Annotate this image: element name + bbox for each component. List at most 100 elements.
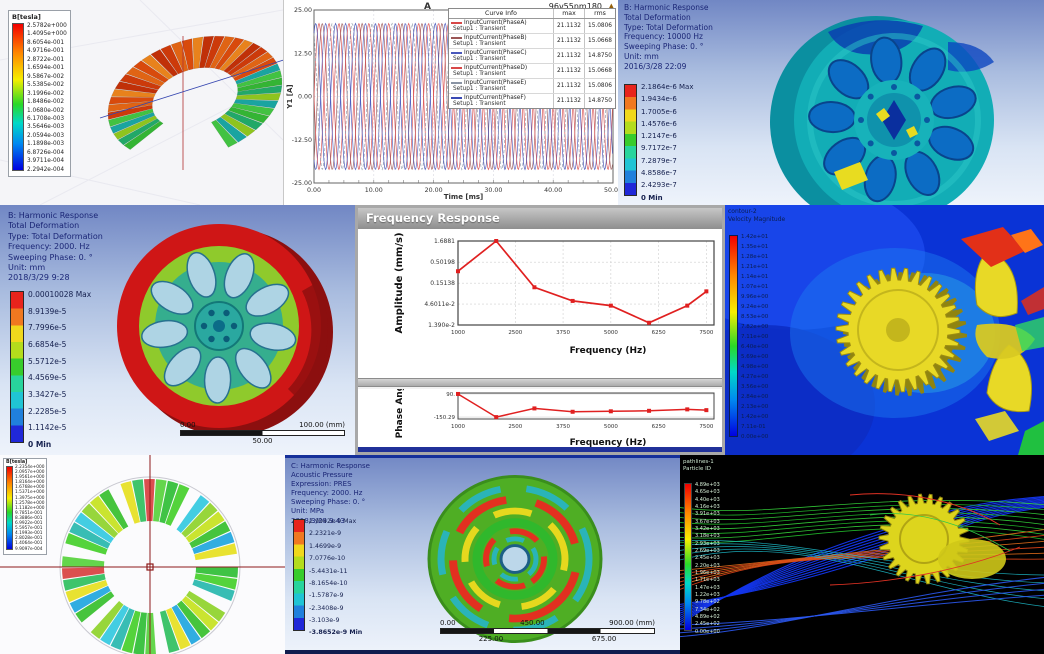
curve-max: 21.1132 bbox=[553, 49, 584, 63]
curve-name: InputCurrent(PhaseD) bbox=[464, 65, 528, 71]
svg-text:0.50198: 0.50198 bbox=[430, 259, 455, 266]
flux-density-legend: B[tesla] 2.5782e+000 1.4095e+000 8.6054e-0… bbox=[8, 10, 71, 177]
svg-text:Phase Angle: Phase Angle bbox=[395, 389, 405, 438]
curve-setup: Setup1 : Transient bbox=[453, 26, 506, 32]
colorbar-bands bbox=[293, 519, 305, 631]
header-rms: rms bbox=[584, 9, 615, 18]
curve-swatch bbox=[451, 82, 462, 84]
curve-swatch bbox=[451, 67, 462, 69]
curve-rms: 15.0806 bbox=[584, 19, 615, 33]
scale-q3: 675.00 bbox=[591, 635, 617, 643]
svg-text:12.50: 12.50 bbox=[294, 50, 312, 57]
panel-current-waveform-plot: 25.00 12.50 0.00 -12.50 -25.00 0.00 10.00 20.00… bbox=[283, 0, 618, 205]
colorbar-bands bbox=[10, 291, 24, 443]
particle-id-colorbar: 4.89e+03 4.65e+03 4.40e+03 4.16e+03 3.91e+03… bbox=[684, 482, 720, 635]
curve-max: 21.1132 bbox=[553, 34, 584, 48]
analysis-info-block: C: Harmonic Response Acoustic Pressure Exp… bbox=[291, 462, 370, 525]
colorbar-labels: 2.1864e-6 Max 1.9434e-6 1.7005e-6 1.4576e-6… bbox=[641, 83, 694, 202]
svg-text:-12.50: -12.50 bbox=[292, 137, 312, 144]
deformation-colorbar: 0.00010028 Max 8.9139e-5 7.7996e-5 6.6854e-… bbox=[10, 291, 91, 449]
pathlines-legend-title: pathlines-1 Particle ID bbox=[683, 459, 714, 472]
scale-bar bbox=[180, 430, 345, 436]
svg-text:0.15138: 0.15138 bbox=[430, 280, 455, 287]
curve-setup: Setup1 : Transient bbox=[453, 86, 506, 92]
svg-text:10.00: 10.00 bbox=[365, 187, 383, 194]
legend-title: B[tesla] bbox=[12, 13, 41, 21]
svg-text:1000: 1000 bbox=[451, 330, 465, 336]
svg-text:3750: 3750 bbox=[556, 424, 570, 430]
curve-setup: Setup1 : Transient bbox=[453, 56, 506, 62]
colorbar-labels: 0.00010028 Max 8.9139e-5 7.7996e-5 6.6854e-… bbox=[28, 290, 92, 450]
velocity-contour-graphic bbox=[725, 205, 1044, 455]
curve-swatch bbox=[451, 22, 462, 24]
curve-name: InputCurrent(PhaseE) bbox=[464, 80, 527, 86]
panel-acoustic-pressure: C: Harmonic Response Acoustic Pressure Exp… bbox=[285, 455, 680, 654]
curve-max: 21.1132 bbox=[553, 64, 584, 78]
window-bottom-edge bbox=[285, 650, 680, 654]
curve-max: 21.1132 bbox=[553, 19, 584, 33]
flux-density-legend: B[tesla] 2.2354e+000 2.0957e+000 1.9561e+0… bbox=[3, 458, 48, 555]
svg-text:Y1 [A]: Y1 [A] bbox=[286, 84, 294, 109]
svg-text:5000: 5000 bbox=[604, 424, 618, 430]
curve-info-rows: InputCurrent(PhaseA) Setup1 : Transient … bbox=[449, 19, 615, 108]
colorbar-bands bbox=[729, 235, 738, 437]
phase-angle-chart: 90. -150.29 1000 2500 3750 5000 6250 7500 Phase … bbox=[358, 389, 722, 452]
svg-text:50.00: 50.00 bbox=[604, 187, 618, 194]
svg-text:7500: 7500 bbox=[699, 330, 713, 336]
header-max: max bbox=[553, 9, 584, 18]
scale-q1: 225.00 bbox=[478, 635, 504, 643]
frequency-response-window: Frequency Response 1.6881 0.50198 0.15138 4… bbox=[355, 205, 725, 455]
header-curve-info: Curve Info bbox=[485, 10, 517, 17]
svg-text:6250: 6250 bbox=[652, 330, 666, 336]
curve-swatch bbox=[451, 97, 462, 99]
svg-text:2500: 2500 bbox=[508, 424, 522, 430]
colorbar-labels: 4.89e+03 4.65e+03 4.40e+03 4.16e+03 3.91e+03… bbox=[695, 482, 720, 635]
curve-setup: Setup1 : Transient bbox=[453, 41, 506, 47]
analysis-info-block: B: Harmonic Response Total Deformation Typ… bbox=[8, 211, 103, 283]
toroid-flux-model-graphic bbox=[0, 0, 283, 205]
svg-text:0.00: 0.00 bbox=[298, 94, 312, 101]
panel-maxwell-rotor-flux: B[tesla] 2.2354e+000 2.0957e+000 1.9561e+0… bbox=[0, 455, 285, 654]
panel-particle-pathlines: pathlines-1 Particle ID 4.89e+03 4.65e+03 4… bbox=[680, 455, 1044, 654]
scale-start: 0.00 bbox=[180, 421, 196, 429]
svg-text:4.6011e-2: 4.6011e-2 bbox=[424, 301, 455, 308]
svg-text:40.00: 40.00 bbox=[544, 187, 562, 194]
scale-mid: 50.00 bbox=[252, 437, 273, 445]
curve-max: 21.1132 bbox=[553, 94, 584, 108]
svg-text:90.: 90. bbox=[446, 392, 455, 398]
window-top-edge bbox=[285, 455, 680, 458]
curve-name: InputCurrent(PhaseC) bbox=[464, 50, 527, 56]
svg-text:Amplitude (mm/s): Amplitude (mm/s) bbox=[394, 232, 405, 333]
curve-rms: 15.0668 bbox=[584, 34, 615, 48]
curve-info-row: InputCurrent(PhaseE) Setup1 : Transient … bbox=[449, 79, 615, 94]
svg-text:2500: 2500 bbox=[508, 330, 522, 336]
curve-max: 21.1132 bbox=[553, 79, 584, 93]
curve-info-row: InputCurrent(PhaseA) Setup1 : Transient … bbox=[449, 19, 615, 34]
deformation-colorbar: 2.1864e-6 Max 1.9434e-6 1.7005e-6 1.4576e-6… bbox=[624, 83, 694, 202]
window-splitter[interactable] bbox=[358, 378, 722, 387]
curve-info-row: InputCurrent(PhaseD) Setup1 : Transient … bbox=[449, 64, 615, 79]
curve-info-table: Curve Info max rms InputCurrent(PhaseA) … bbox=[448, 8, 616, 109]
curve-name: InputCurrent(PhaseB) bbox=[464, 35, 527, 41]
curve-name: InputCurrent(PhaseA) bbox=[464, 20, 527, 26]
flux-colorbar bbox=[6, 466, 13, 550]
colorbar-bands bbox=[684, 483, 692, 631]
scale-ruler: 0.00 450.00 900.00 (mm) 225.00 675.00 bbox=[440, 619, 655, 643]
svg-text:20.00: 20.00 bbox=[425, 187, 443, 194]
wheel-deformation-model-graphic bbox=[117, 224, 333, 436]
window-titlebar[interactable]: Frequency Response bbox=[358, 208, 722, 229]
amplitude-chart: 1.6881 0.50198 0.15138 4.6011e-2 1.390e-2100… bbox=[358, 229, 722, 378]
colorbar-labels: 2.9942e-9 Max 2.2321e-9 1.4699e-9 7.0776e-1… bbox=[309, 518, 363, 637]
svg-text:7500: 7500 bbox=[699, 424, 713, 430]
scale-start: 0.00 bbox=[440, 619, 456, 627]
scale-end: 100.00 (mm) bbox=[299, 421, 345, 429]
svg-text:1.6881: 1.6881 bbox=[434, 238, 455, 245]
curve-info-row: InputCurrent(PhaseF) Setup1 : Transient … bbox=[449, 94, 615, 108]
curve-info-row: InputCurrent(PhaseC) Setup1 : Transient … bbox=[449, 49, 615, 64]
svg-text:6250: 6250 bbox=[652, 424, 666, 430]
curve-rms: 14.8750 bbox=[584, 94, 615, 108]
svg-text:5000: 5000 bbox=[604, 330, 618, 336]
velocity-colorbar: 1.42e+01 1.35e+01 1.28e+01 1.21e+01 1.14e+01… bbox=[729, 234, 768, 441]
panel-harmonic-response-2000hz: B: Harmonic Response Total Deformation Typ… bbox=[0, 205, 355, 455]
contour-legend-title: contour-2 Velocity Magnitude bbox=[728, 208, 786, 223]
